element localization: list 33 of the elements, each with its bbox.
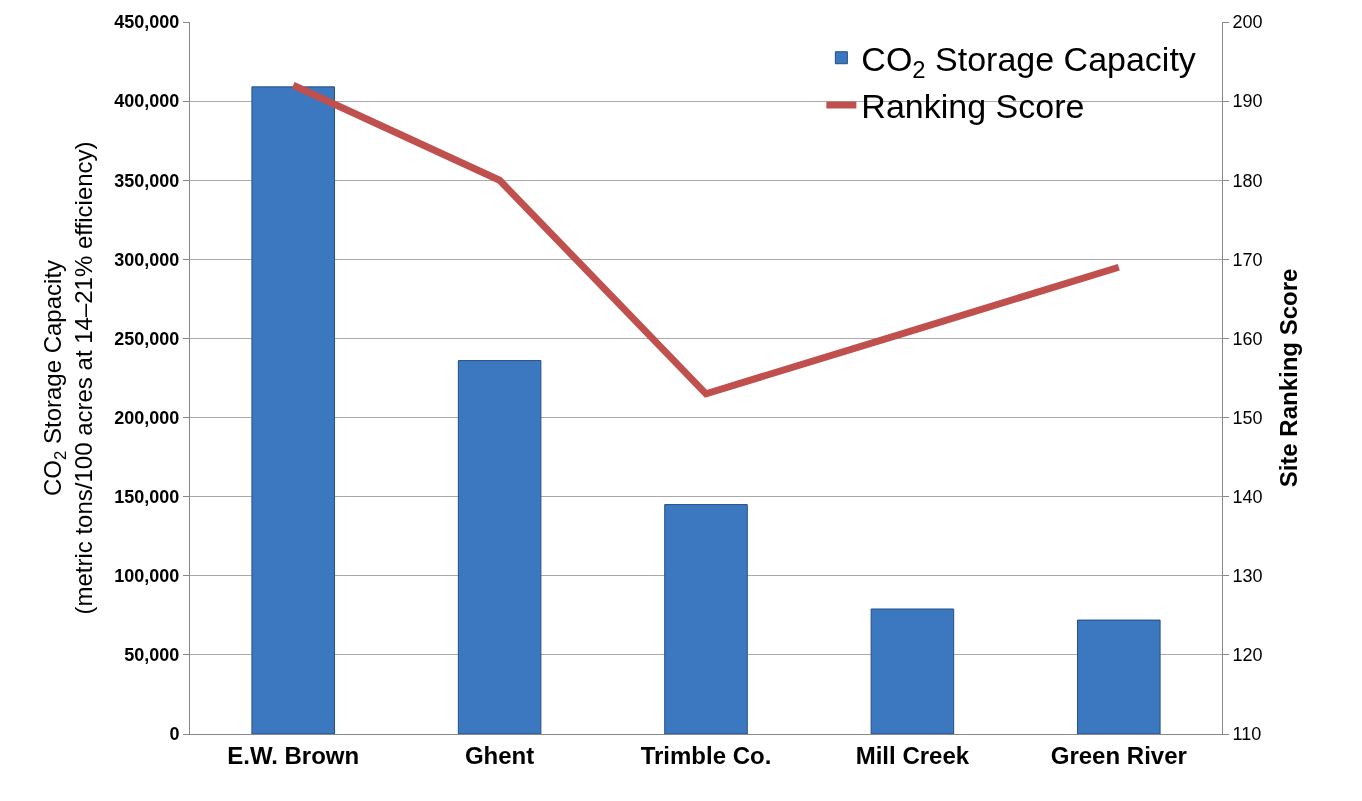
y2-tick-label: 170	[1232, 249, 1263, 270]
y-tick-label: 250,000	[114, 328, 180, 349]
y2-tick-label: 130	[1232, 566, 1263, 587]
y2-axis-title: Site Ranking Score	[1274, 268, 1302, 488]
y-tick-label: 50,000	[124, 645, 180, 666]
y2-tick-label: 190	[1232, 91, 1263, 112]
y-tick-label: 200,000	[114, 407, 180, 428]
x-tick-label: Trimble Co.	[640, 741, 772, 769]
y-tick-label: 0	[169, 724, 180, 745]
y2-tick-label: 120	[1232, 645, 1263, 666]
x-tick-label: Green River	[1050, 741, 1187, 769]
y2-tick-label: 150	[1232, 407, 1263, 428]
x-tick-label: Mill Creek	[855, 741, 970, 769]
legend-label: CO$_{2}$ Storage Capacity	[861, 39, 1196, 84]
y-tick-label: 150,000	[114, 486, 180, 507]
bar	[664, 504, 748, 734]
y-tick-label: 300,000	[114, 249, 180, 270]
y-tick-label: 100,000	[114, 566, 180, 587]
bar	[457, 360, 542, 734]
y2-tick-label: 180	[1232, 170, 1263, 191]
x-tick-label: Ghent	[464, 741, 535, 769]
y2-tick-label: 200	[1232, 12, 1263, 33]
bar	[1077, 619, 1161, 734]
x-tick-label: E.W. Brown	[227, 741, 360, 769]
bar	[870, 608, 955, 734]
legend-label: Ranking Score	[861, 87, 1085, 126]
y-tick-label: 350,000	[114, 170, 180, 191]
y-tick-label: 400,000	[114, 91, 180, 112]
y-tick-label: 450,000	[114, 12, 180, 33]
y2-tick-label: 160	[1232, 328, 1263, 349]
bar	[251, 86, 335, 734]
y2-tick-label: 110	[1232, 724, 1262, 745]
y2-tick-label: 140	[1232, 486, 1263, 507]
